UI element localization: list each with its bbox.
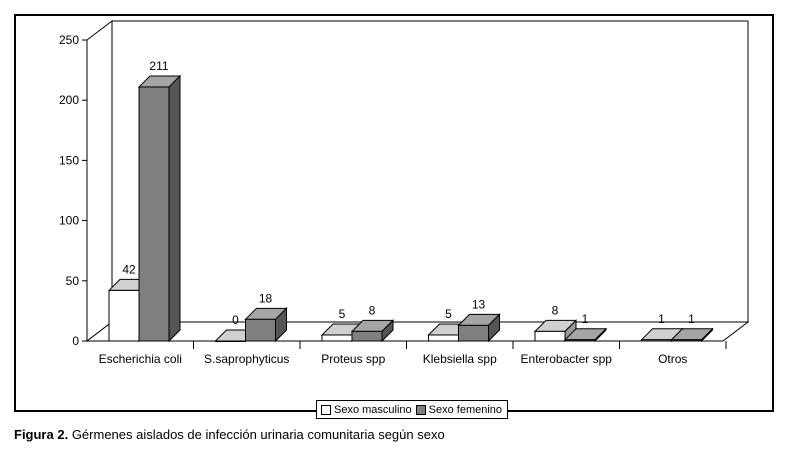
- data-label: 5: [339, 307, 346, 321]
- bar: [321, 334, 353, 342]
- caption-label: Figura 2.: [14, 427, 69, 442]
- y-tick-label: 200: [59, 93, 79, 107]
- bar: [641, 339, 672, 342]
- bar: [671, 339, 702, 342]
- x-tick-label: Escherichia coli: [99, 352, 182, 366]
- data-label: 211: [149, 59, 168, 73]
- caption-text: Gérmenes aislados de infección urinaria …: [71, 427, 445, 442]
- data-label: 1: [582, 312, 589, 326]
- bar: [534, 330, 566, 342]
- x-tick-label: Enterobacter spp: [521, 352, 613, 366]
- legend-swatch-female: [415, 404, 426, 415]
- data-label: 1: [688, 312, 695, 326]
- bar: [245, 318, 276, 342]
- y-tick-label: 50: [66, 274, 80, 288]
- data-label: 13: [472, 297, 486, 311]
- chart-legend: Sexo masculino Sexo femenino: [316, 400, 509, 419]
- bar: [351, 330, 383, 342]
- bar: [428, 334, 459, 342]
- legend-swatch-male: [321, 404, 331, 415]
- data-label: 8: [369, 303, 376, 317]
- bar: [564, 339, 596, 342]
- x-tick-label: S.saprophyticus: [204, 352, 289, 366]
- y-tick-label: 150: [59, 153, 79, 167]
- legend-item-male: Sexo masculino: [321, 404, 412, 416]
- figure-caption: Figura 2. Gérmenes aislados de infección…: [14, 427, 445, 442]
- data-label: 42: [122, 262, 136, 276]
- data-label: 18: [259, 291, 273, 305]
- y-tick-label: 100: [59, 214, 79, 228]
- data-label: 1: [658, 312, 665, 326]
- y-tick-label: 250: [59, 33, 79, 47]
- legend-label-male: Sexo masculino: [334, 403, 412, 416]
- legend-item-female: Sexo femenino: [415, 403, 503, 416]
- x-tick-label: Proteus spp: [321, 352, 385, 366]
- bar: [108, 289, 140, 342]
- x-tick-label: Otros: [658, 352, 687, 366]
- chart-frame: 0 50 100 150 200 250 Escherichia coli S.saproph…: [14, 14, 774, 419]
- bar: [138, 86, 170, 342]
- legend-label-female: Sexo femenino: [428, 403, 503, 416]
- bar: [458, 324, 489, 342]
- bar-side: [168, 74, 181, 343]
- side-wall: [86, 19, 113, 343]
- data-label: 8: [552, 303, 559, 317]
- data-label: 5: [445, 307, 452, 321]
- back-wall: [111, 20, 749, 323]
- bar: [215, 340, 246, 342]
- x-tick-label: Klebsiella spp: [423, 352, 497, 366]
- data-label: 0: [232, 313, 239, 327]
- y-tick-label: 0: [72, 334, 79, 348]
